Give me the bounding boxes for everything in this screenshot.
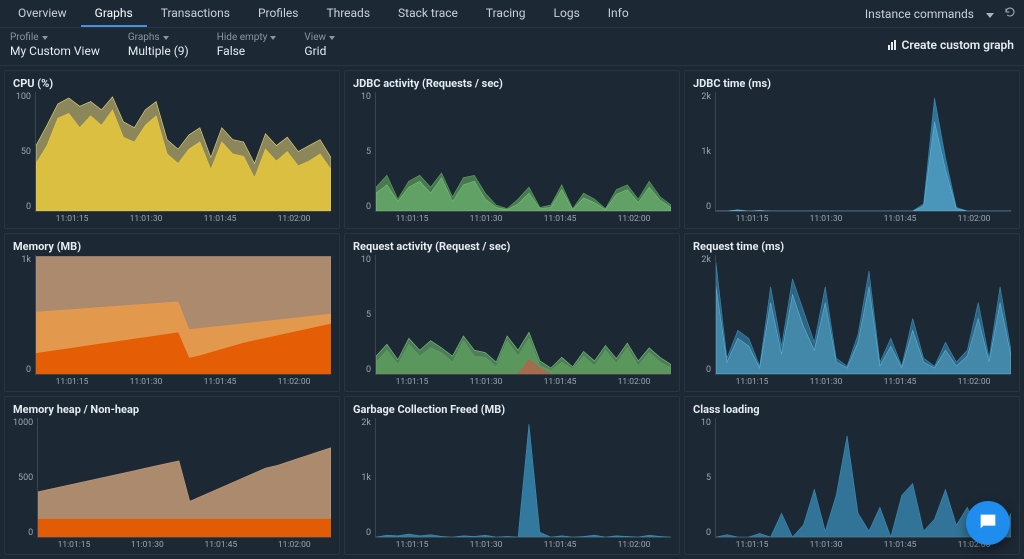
nav-tab-threads[interactable]: Threads xyxy=(312,0,384,27)
instance-commands-label: Instance commands xyxy=(865,7,974,21)
chart-plot xyxy=(715,255,1011,375)
x-axis: 11:01:1511:01:3011:01:4511:02:00 xyxy=(35,212,331,226)
y-axis: 10005000 xyxy=(13,418,37,552)
y-axis: 1050 xyxy=(693,418,715,552)
chart-title: Request activity (Request / sec) xyxy=(353,240,671,253)
chart-plot xyxy=(375,255,671,375)
y-axis: 100500 xyxy=(13,92,35,226)
y-axis: 1k0 xyxy=(13,255,35,389)
instance-commands-menu[interactable]: Instance commands xyxy=(865,6,1016,21)
filter-hide-empty[interactable]: Hide empty False xyxy=(217,32,277,58)
chart-panel-jdbc_time[interactable]: JDBC time (ms) 2k1k011:01:1511:01:3011:01… xyxy=(684,70,1020,229)
chart-title: Garbage Collection Freed (MB) xyxy=(353,403,671,416)
nav-tab-tracing[interactable]: Tracing xyxy=(472,0,540,27)
chart-panel-jdbc_activity[interactable]: JDBC activity (Requests / sec) 105011:01:… xyxy=(344,70,680,229)
nav-tab-profiles[interactable]: Profiles xyxy=(244,0,313,27)
chart-title: JDBC time (ms) xyxy=(693,77,1011,90)
y-axis: 2k0 xyxy=(693,255,715,389)
x-axis: 11:01:1511:01:3011:01:4511:02:00 xyxy=(37,538,331,552)
filter-profile[interactable]: Profile My Custom View xyxy=(10,32,100,58)
filter-view[interactable]: View Grid xyxy=(304,32,335,58)
chat-icon xyxy=(977,511,999,536)
nav-tab-stack-trace[interactable]: Stack trace xyxy=(384,0,472,27)
bar-chart-icon xyxy=(888,40,896,50)
chart-title: JDBC activity (Requests / sec) xyxy=(353,77,671,90)
nav-tab-transactions[interactable]: Transactions xyxy=(147,0,244,27)
chart-title: Memory heap / Non-heap xyxy=(13,403,331,416)
x-axis: 11:01:1511:01:3011:01:4511:02:00 xyxy=(35,375,331,389)
y-axis: 2k1k0 xyxy=(353,418,375,552)
chart-panel-heap[interactable]: Memory heap / Non-heap 1000500011:01:1511… xyxy=(4,396,340,555)
chart-title: Memory (MB) xyxy=(13,240,331,253)
chart-panel-memory[interactable]: Memory (MB) 1k011:01:1511:01:3011:01:4511… xyxy=(4,233,340,392)
chart-plot xyxy=(375,418,671,538)
nav-tab-info[interactable]: Info xyxy=(594,0,643,27)
nav-tab-graphs[interactable]: Graphs xyxy=(81,0,147,27)
x-axis: 11:01:1511:01:3011:01:4511:02:00 xyxy=(375,212,671,226)
chart-plot xyxy=(35,92,331,212)
top-nav: OverviewGraphsTransactionsProfilesThread… xyxy=(0,0,1024,28)
chevron-down-icon xyxy=(984,7,994,21)
chart-plot xyxy=(37,418,331,538)
chart-panel-request_time[interactable]: Request time (ms) 2k011:01:1511:01:3011:0… xyxy=(684,233,1020,392)
chart-title: CPU (%) xyxy=(13,77,331,90)
create-custom-graph-button[interactable]: Create custom graph xyxy=(888,38,1014,52)
filter-bar: Profile My Custom View Graphs Multiple (… xyxy=(0,28,1024,66)
chart-plot xyxy=(375,92,671,212)
chart-title: Request time (ms) xyxy=(693,240,1011,253)
chart-panel-cpu[interactable]: CPU (%) 10050011:01:1511:01:3011:01:4511:… xyxy=(4,70,340,229)
x-axis: 11:01:1511:01:3011:01:4511:02:00 xyxy=(715,538,1011,552)
x-axis: 11:01:1511:01:3011:01:4511:02:00 xyxy=(375,375,671,389)
nav-tabs: OverviewGraphsTransactionsProfilesThread… xyxy=(4,0,643,27)
x-axis: 11:01:1511:01:3011:01:4511:02:00 xyxy=(715,212,1011,226)
chart-plot xyxy=(35,255,331,375)
nav-tab-overview[interactable]: Overview xyxy=(4,0,81,27)
y-axis: 1050 xyxy=(353,255,375,389)
x-axis: 11:01:1511:01:3011:01:4511:02:00 xyxy=(375,538,671,552)
chat-button[interactable] xyxy=(966,501,1010,545)
refresh-icon[interactable] xyxy=(1004,6,1016,21)
y-axis: 2k1k0 xyxy=(693,92,715,226)
nav-tab-logs[interactable]: Logs xyxy=(540,0,594,27)
chart-panel-gc[interactable]: Garbage Collection Freed (MB) 2k1k011:01:… xyxy=(344,396,680,555)
x-axis: 11:01:1511:01:3011:01:4511:02:00 xyxy=(715,375,1011,389)
chart-title: Class loading xyxy=(693,403,1011,416)
y-axis: 1050 xyxy=(353,92,375,226)
filter-graphs[interactable]: Graphs Multiple (9) xyxy=(128,32,189,58)
chart-plot xyxy=(715,92,1011,212)
chart-grid: CPU (%)10050011:01:1511:01:3011:01:4511:… xyxy=(0,66,1024,559)
chart-panel-request_activity[interactable]: Request activity (Request / sec) 105011:0… xyxy=(344,233,680,392)
